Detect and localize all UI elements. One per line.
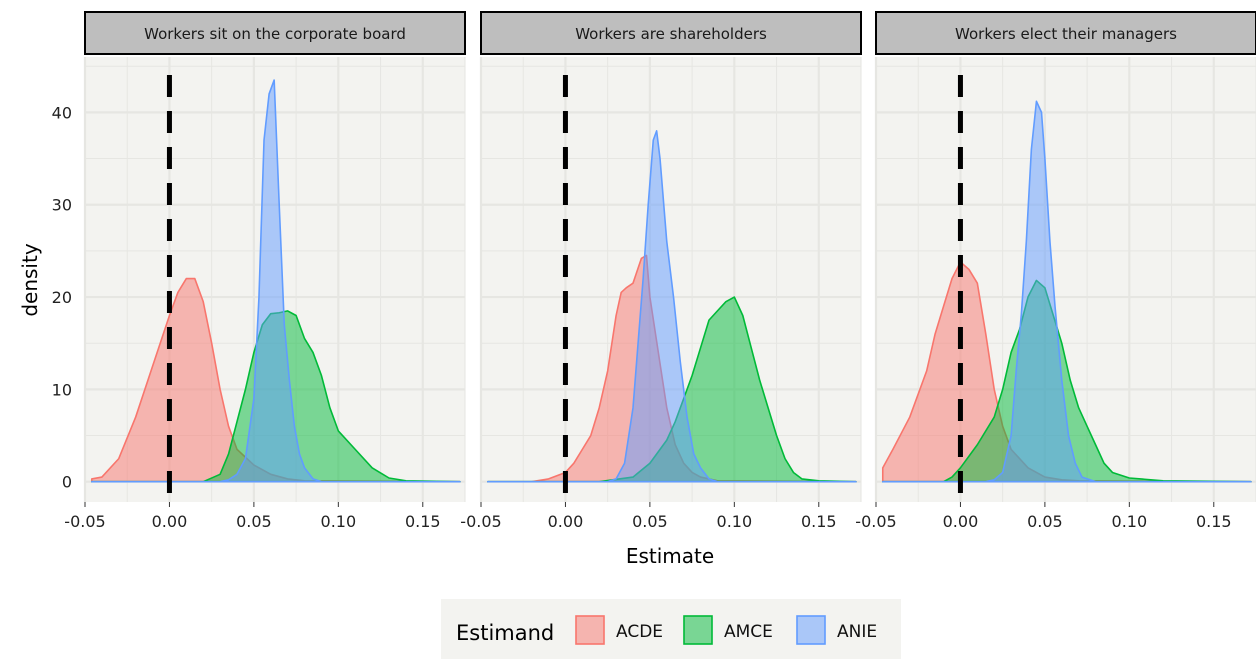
x-tick-label: 0.00	[152, 512, 188, 531]
legend-label-amce: AMCE	[724, 622, 773, 642]
density-anie	[881, 100, 1252, 483]
legend-key-acde	[575, 615, 605, 645]
y-tick-label: 30	[52, 196, 72, 215]
x-tick-label: 0.05	[632, 512, 668, 531]
x-tick-label: 0.00	[943, 512, 979, 531]
x-tick-label: 0.00	[548, 512, 584, 531]
facet-panel-1: Workers sit on the corporate board -0.05 0…	[64, 11, 466, 531]
legend: Estimand ACDE AMCE ANIE	[441, 599, 901, 659]
y-tick-label: 10	[52, 380, 72, 399]
facet-strip	[480, 11, 862, 55]
x-tick-label: 0.05	[236, 512, 272, 531]
x-tick-label: 0.10	[321, 512, 357, 531]
legend-key-amce	[683, 615, 713, 645]
x-tick-label: -0.05	[460, 512, 501, 531]
legend-label-anie: ANIE	[837, 622, 877, 642]
density-anie	[90, 79, 461, 483]
x-tick-label: 0.10	[1112, 512, 1148, 531]
y-axis-title: density	[18, 243, 42, 316]
y-tick-label: 0	[62, 473, 72, 492]
x-tick-label: 0.15	[801, 512, 837, 531]
facet-strip	[84, 11, 466, 55]
x-tick-label: -0.05	[64, 512, 105, 531]
facet-strip-title: Workers elect their managers	[955, 25, 1177, 43]
x-tick-label: 0.05	[1027, 512, 1063, 531]
x-tick-label: 0.10	[717, 512, 753, 531]
facet-strip	[875, 11, 1256, 55]
x-tick-label: 0.15	[1196, 512, 1232, 531]
y-tick-label: 20	[52, 288, 72, 307]
y-tick-label: 40	[52, 103, 72, 122]
legend-label-acde: ACDE	[616, 622, 663, 642]
legend-title: Estimand	[456, 621, 554, 645]
x-tick-label: -0.05	[855, 512, 896, 531]
x-axis-title: Estimate	[626, 544, 714, 568]
facet-panel-3: Workers elect their managers -0.05 0.00 0.0…	[855, 11, 1256, 531]
facet-strip-title: Workers are shareholders	[575, 25, 767, 43]
density-anie	[486, 130, 857, 483]
legend-key-anie	[796, 615, 826, 645]
facet-panel-2: Workers are shareholders -0.05 0.00 0.05 0.1…	[460, 11, 862, 531]
x-tick-label: 0.15	[405, 512, 441, 531]
facet-strip-title: Workers sit on the corporate board	[144, 25, 406, 43]
